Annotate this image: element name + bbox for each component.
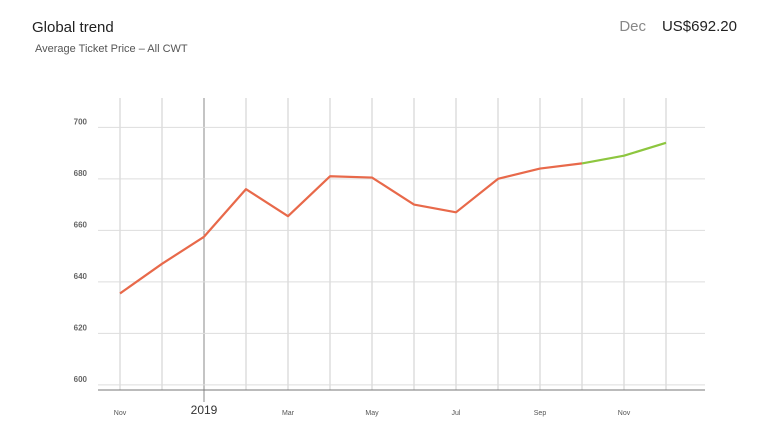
line-series: [119, 162, 583, 295]
line-series: [581, 141, 667, 165]
chart-title: Global trend: [32, 19, 114, 36]
chart-subtitle: Average Ticket Price – All CWT: [35, 43, 188, 55]
x-tick-label: Nov: [114, 410, 127, 417]
y-tick-label: 660: [74, 220, 88, 229]
x-tick-label: 2019: [191, 403, 218, 417]
x-tick-label: Nov: [618, 410, 631, 417]
header-period: Dec: [619, 18, 646, 35]
y-tick-label: 620: [74, 323, 88, 332]
y-tick-label: 680: [74, 169, 88, 178]
y-tick-label: 700: [74, 117, 88, 126]
x-tick-label: Jul: [452, 410, 461, 417]
y-tick-label: 640: [74, 272, 88, 281]
x-tick-label: May: [365, 410, 379, 417]
header-value: US$692.20: [662, 18, 737, 35]
y-tick-label: 600: [74, 375, 88, 384]
x-tick-label: Mar: [282, 410, 295, 417]
x-tick-label: Sep: [534, 410, 547, 417]
